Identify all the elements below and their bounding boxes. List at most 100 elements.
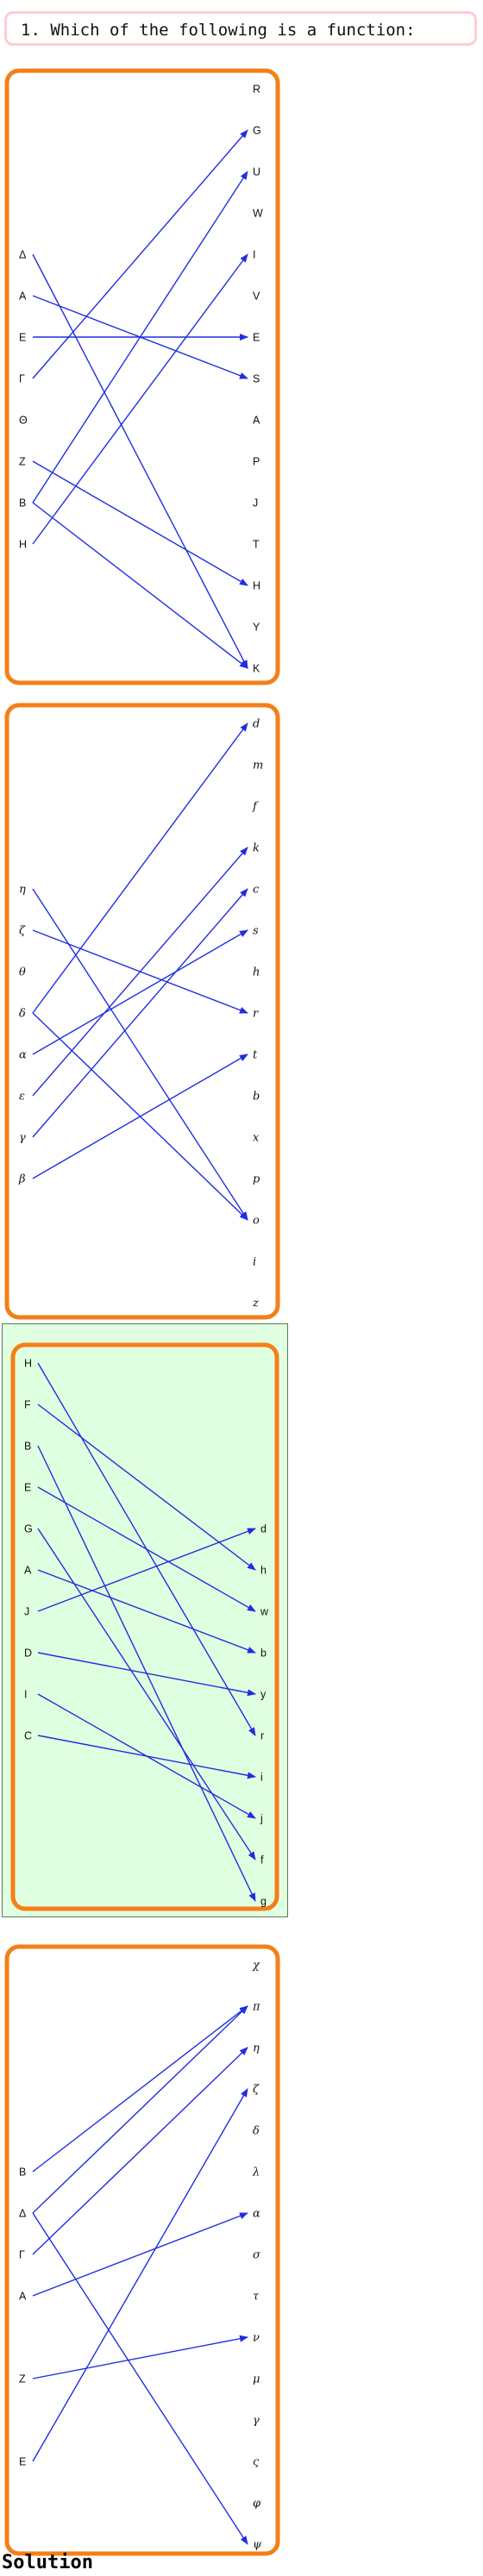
option-frame bbox=[4, 1944, 280, 2556]
domain-label: A bbox=[19, 291, 27, 303]
codomain-label: E bbox=[253, 332, 260, 344]
solution-label: Solution bbox=[2, 2552, 93, 2573]
codomain-label: s bbox=[253, 925, 259, 938]
option-3-diagram[interactable]: H F B E G A J D I Cd h w b y r i j f g bbox=[10, 1342, 279, 1911]
option-frame bbox=[10, 1342, 279, 1911]
codomain-label: ν bbox=[253, 2332, 260, 2345]
mapping-arrow bbox=[32, 253, 248, 545]
codomain-label: γ bbox=[253, 2415, 260, 2428]
codomain-label: b bbox=[260, 1648, 267, 1660]
domain-label: β bbox=[18, 1173, 26, 1186]
codomain-label: δ bbox=[253, 2125, 260, 2138]
domain-label: Δ bbox=[19, 2208, 26, 2220]
codomain-label: λ bbox=[252, 2166, 260, 2179]
mapping-arrow bbox=[32, 2212, 248, 2545]
domain-label: Δ bbox=[19, 249, 26, 261]
codomain-label: w bbox=[260, 1606, 269, 1618]
codomain-label: i bbox=[253, 1256, 256, 1269]
option-4-diagram[interactable]: B Δ Γ A Z Eχ π η ζ δ λ α σ τ ν μ γ ς φ ψ bbox=[4, 1944, 280, 2556]
codomain-label: b bbox=[253, 1091, 260, 1104]
domain-label: B bbox=[24, 1441, 31, 1453]
codomain-label: r bbox=[260, 1730, 264, 1742]
correct-answer-highlight bbox=[2, 1323, 288, 1917]
codomain-label: π bbox=[252, 2001, 260, 2014]
mapping-arrow bbox=[32, 2212, 248, 2297]
mapping-arrow bbox=[32, 2088, 248, 2462]
mapping-arrow bbox=[37, 1528, 256, 1860]
codomain-label: z bbox=[252, 1297, 259, 1310]
codomain-label: I bbox=[253, 249, 255, 261]
codomain-label: x bbox=[253, 1132, 260, 1145]
mapping-arrow bbox=[32, 253, 248, 669]
codomain-label: A bbox=[253, 415, 260, 427]
codomain-label: Y bbox=[253, 622, 260, 634]
question-box: 1. Which of the following is a function: bbox=[4, 11, 477, 46]
mapping-arrow bbox=[37, 1569, 256, 1654]
option-frame bbox=[4, 68, 280, 685]
codomain-label: f bbox=[252, 801, 259, 814]
domain-label: E bbox=[19, 2456, 26, 2468]
codomain-label: o bbox=[253, 1215, 260, 1228]
mapping-arrow bbox=[32, 2335, 248, 2379]
codomain-label: τ bbox=[253, 2291, 260, 2304]
domain-label: γ bbox=[19, 1132, 26, 1145]
codomain-label: U bbox=[253, 166, 260, 178]
domain-label: Γ bbox=[19, 373, 25, 385]
codomain-label: y bbox=[260, 1689, 267, 1701]
mapping-arrow bbox=[32, 171, 248, 503]
mapping-arrow bbox=[37, 1528, 256, 1612]
codomain-label: φ bbox=[253, 2498, 261, 2510]
domain-label: η bbox=[19, 884, 26, 897]
codomain-label: j bbox=[260, 1813, 263, 1825]
codomain-label: g bbox=[260, 1896, 267, 1908]
domain-label: ε bbox=[19, 1091, 25, 1104]
codomain-label: P bbox=[253, 456, 260, 468]
mapping-arrow bbox=[37, 1735, 256, 1779]
codomain-label: t bbox=[253, 1049, 258, 1062]
domain-label: Z bbox=[19, 2373, 26, 2385]
question-text: 1. Which of the following is a function: bbox=[21, 21, 416, 40]
domain-label: α bbox=[19, 1049, 27, 1062]
domain-label: J bbox=[24, 1606, 29, 1618]
domain-label: A bbox=[19, 2291, 27, 2303]
mapping-arrow bbox=[32, 2005, 248, 2173]
codomain-label: ζ bbox=[253, 2084, 260, 2097]
codomain-label: J bbox=[253, 497, 258, 510]
codomain-label: S bbox=[253, 373, 260, 385]
domain-label: Γ bbox=[19, 2249, 25, 2261]
option-frame bbox=[4, 703, 280, 1320]
mapping-arrow bbox=[32, 888, 248, 1138]
mapping-arrow bbox=[32, 2047, 248, 2255]
domain-label: G bbox=[24, 1523, 33, 1535]
domain-label: C bbox=[24, 1730, 32, 1742]
mapping-arrow bbox=[37, 1652, 256, 1697]
domain-label: Θ bbox=[19, 415, 28, 427]
codomain-label: h bbox=[260, 1565, 267, 1577]
option-2-diagram[interactable]: η ζ θ δ α ε γ β d m f k c s h r t b x p o i z bbox=[4, 703, 280, 1320]
domain-label: δ bbox=[19, 1008, 26, 1021]
domain-label: D bbox=[24, 1648, 32, 1660]
domain-label: ζ bbox=[19, 925, 26, 938]
codomain-label: k bbox=[253, 842, 260, 855]
codomain-label: W bbox=[253, 208, 263, 220]
codomain-label: d bbox=[253, 718, 260, 731]
codomain-label: ς bbox=[253, 2456, 260, 2469]
codomain-label: h bbox=[253, 966, 260, 979]
codomain-label: c bbox=[253, 884, 260, 897]
codomain-label: d bbox=[260, 1523, 267, 1535]
mapping-arrow bbox=[32, 1054, 248, 1179]
mapping-arrow bbox=[32, 129, 248, 379]
codomain-label: α bbox=[253, 2208, 260, 2221]
domain-label: E bbox=[19, 332, 26, 344]
codomain-label: V bbox=[253, 291, 260, 303]
option-1-diagram[interactable]: Δ A E Γ Θ Z B H R G U W I V E S A P J T H Y K bbox=[4, 68, 280, 685]
domain-label: E bbox=[24, 1482, 31, 1494]
domain-label: B bbox=[19, 2166, 26, 2179]
codomain-label: f bbox=[260, 1854, 264, 1866]
mapping-arrow bbox=[37, 1404, 256, 1571]
domain-label: H bbox=[19, 539, 27, 551]
domain-label: I bbox=[24, 1689, 27, 1701]
domain-label: A bbox=[24, 1565, 32, 1577]
mapping-arrow bbox=[32, 722, 248, 1014]
codomain-label: μ bbox=[253, 2373, 260, 2386]
